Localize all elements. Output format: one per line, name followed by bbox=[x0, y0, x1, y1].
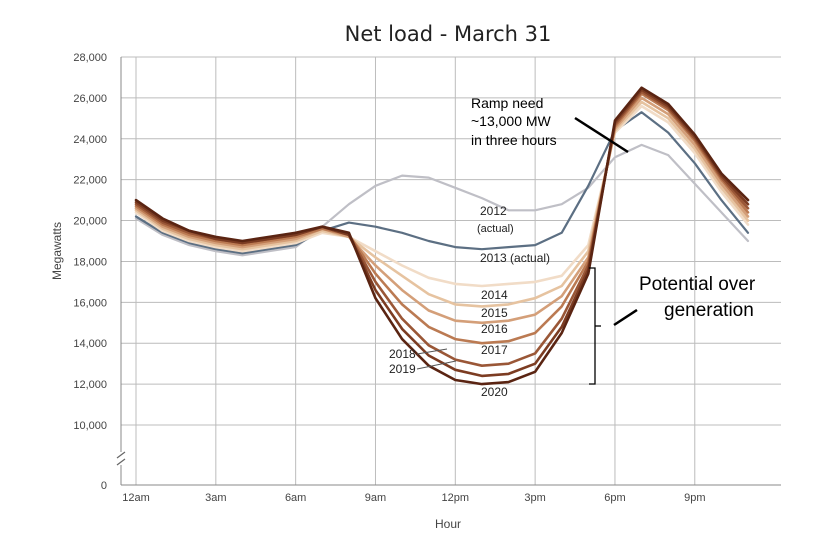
series-label-2013: 2013 (actual) bbox=[480, 251, 550, 265]
series-lines bbox=[134, 86, 750, 386]
series-label-2019: 2019 bbox=[389, 362, 416, 376]
series-line-2016 bbox=[134, 96, 750, 325]
series-line-2019 bbox=[134, 88, 750, 378]
chart-title: Net load - March 31 bbox=[345, 22, 552, 46]
y-tick-label: 22,000 bbox=[73, 175, 107, 187]
y-tick-label: 20,000 bbox=[73, 216, 107, 228]
series-line-2018 bbox=[134, 90, 750, 368]
series-label-2014: 2014 bbox=[481, 288, 508, 302]
y-tick-label: 18,000 bbox=[73, 256, 107, 268]
series-label-2015: 2015 bbox=[481, 306, 508, 320]
overgen-annotation-line1: Potential over bbox=[639, 274, 756, 295]
series-line-2020 bbox=[134, 86, 750, 386]
x-tick-label: 6am bbox=[285, 492, 306, 504]
y-tick-label: 28,000 bbox=[73, 52, 107, 64]
series-sublabel-2012: (actual) bbox=[477, 223, 514, 235]
y-tick-label: 26,000 bbox=[73, 93, 107, 105]
series-label-2012: 2012 bbox=[480, 204, 507, 218]
ramp-annotation-line3: in three hours bbox=[471, 132, 557, 148]
x-tick-label: 6pm bbox=[604, 492, 625, 504]
series-label-2020: 2020 bbox=[481, 385, 508, 399]
y-tick-label: 0 bbox=[101, 480, 107, 492]
y-tick-label: 12,000 bbox=[73, 379, 107, 391]
overgen-arrow-line bbox=[613, 308, 638, 327]
axis-break-mark-top bbox=[116, 451, 126, 459]
x-tick-label: 12pm bbox=[442, 492, 470, 504]
ramp-annotation-line1: Ramp need bbox=[471, 95, 543, 111]
overgen-annotation-line2: generation bbox=[664, 300, 754, 321]
overgen-bracket bbox=[589, 267, 596, 385]
series-line-2015 bbox=[134, 100, 750, 308]
x-tick-label: 9pm bbox=[684, 492, 705, 504]
series-label-2018: 2018 bbox=[389, 347, 416, 361]
y-tick-label: 24,000 bbox=[73, 134, 107, 146]
series-line-2013 bbox=[134, 111, 750, 255]
x-tick-label: 3pm bbox=[524, 492, 545, 504]
y-tick-label: 14,000 bbox=[73, 338, 107, 350]
x-tick-label: 9am bbox=[365, 492, 386, 504]
series-label-2016: 2016 bbox=[481, 322, 508, 336]
series-label-2017: 2017 bbox=[481, 343, 508, 357]
y-tick-label: 16,000 bbox=[73, 297, 107, 309]
x-axis-label: Hour bbox=[435, 517, 461, 531]
label-leader-2018 bbox=[416, 348, 448, 355]
x-tick-label: 3am bbox=[205, 492, 226, 504]
y-tick-label: 10,000 bbox=[73, 420, 107, 432]
series-line-2017 bbox=[134, 92, 750, 345]
axis-break-mark-bottom bbox=[116, 458, 126, 466]
x-tick-label: 12am bbox=[122, 492, 150, 504]
series-line-2012 bbox=[134, 143, 750, 257]
series-line-2014 bbox=[134, 104, 750, 288]
ramp-arrow-line bbox=[574, 116, 629, 154]
label-leader-2019 bbox=[416, 360, 457, 370]
ramp-annotation-line2: ~13,000 MW bbox=[471, 113, 552, 129]
axes: 0 10,000 12,000 14,000 16,000 18,000 20,000 22,… bbox=[73, 52, 781, 504]
y-axis-label: Megawatts bbox=[50, 222, 64, 280]
